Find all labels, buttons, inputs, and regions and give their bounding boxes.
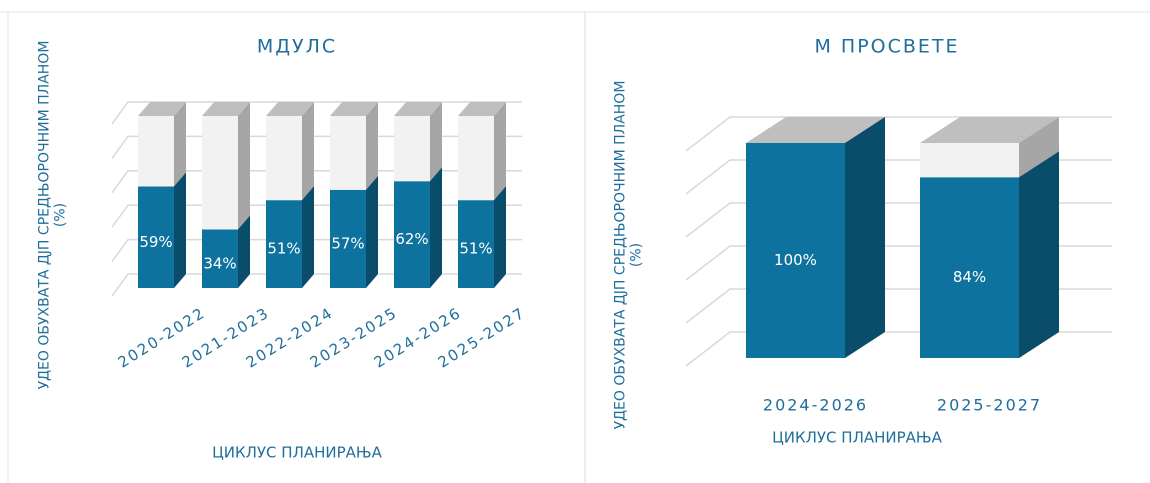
y-axis-label: УДЕО ОБУХВАТА ДЈП СРЕДЊОРОЧНИМ ПЛАНОМ(%): [612, 81, 644, 430]
grid-line: [111, 273, 522, 297]
x-tick-label: 2025-2027: [937, 396, 1042, 415]
x-axis-label: ЦИКЛУС ПЛАНИРАЊА: [212, 444, 382, 462]
bar: [266, 200, 302, 288]
y-axis-label-text: (%): [52, 203, 68, 227]
bar-top: [330, 102, 378, 116]
chart-title: М ПРОСВЕТЕ: [814, 36, 959, 58]
bar-top: [746, 117, 885, 143]
bar: [394, 181, 430, 288]
bar: [458, 200, 494, 288]
value-label: 84%: [953, 268, 986, 286]
bar-top: [138, 102, 186, 116]
bar: [746, 143, 845, 358]
bar-side: [174, 172, 186, 288]
bar-top: [266, 102, 314, 116]
bar-side: [845, 117, 885, 358]
bar-side: [302, 186, 314, 288]
value-label: 57%: [331, 234, 364, 252]
bar-top: [202, 102, 250, 116]
x-axis-label: ЦИКЛУС ПЛАНИРАЊА: [772, 429, 942, 447]
bar: [330, 189, 366, 288]
value-label: 62%: [395, 230, 428, 248]
x-tick-label: 2024-2026: [763, 396, 868, 415]
bar-side: [430, 167, 442, 288]
bar-side: [238, 215, 250, 288]
bar: [202, 229, 238, 288]
value-label: 51%: [459, 240, 492, 258]
grid-line: [111, 238, 522, 263]
chart-title: МДУЛС: [257, 36, 337, 58]
bar-side: [494, 186, 506, 288]
y-axis-label-text: УДЕО ОБУХВАТА ДЈП СРЕДЊОРОЧНИМ ПЛАНОМ: [36, 41, 52, 390]
value-label: 34%: [203, 254, 236, 272]
bar-side: [1019, 151, 1059, 358]
y-axis-label-text: (%): [628, 243, 644, 267]
bar-top: [394, 102, 442, 116]
y-axis-label: УДЕО ОБУХВАТА ДЈП СРЕДЊОРОЧНИМ ПЛАНОМ(%): [36, 41, 68, 390]
grid-line: [111, 135, 522, 159]
value-label: 100%: [774, 251, 817, 269]
bar-side: [366, 175, 378, 288]
value-label: 51%: [267, 240, 300, 258]
y-axis-label-text: УДЕО ОБУХВАТА ДЈП СРЕДЊОРОЧНИМ ПЛАНОМ: [612, 81, 628, 430]
grid-line: [111, 101, 522, 125]
grid-line: [111, 170, 522, 194]
grid-line: [111, 204, 522, 228]
bar: [138, 186, 174, 288]
bar-top: [920, 117, 1059, 143]
value-label: 59%: [139, 233, 172, 251]
bar: [920, 177, 1019, 358]
bar-top: [458, 102, 506, 116]
